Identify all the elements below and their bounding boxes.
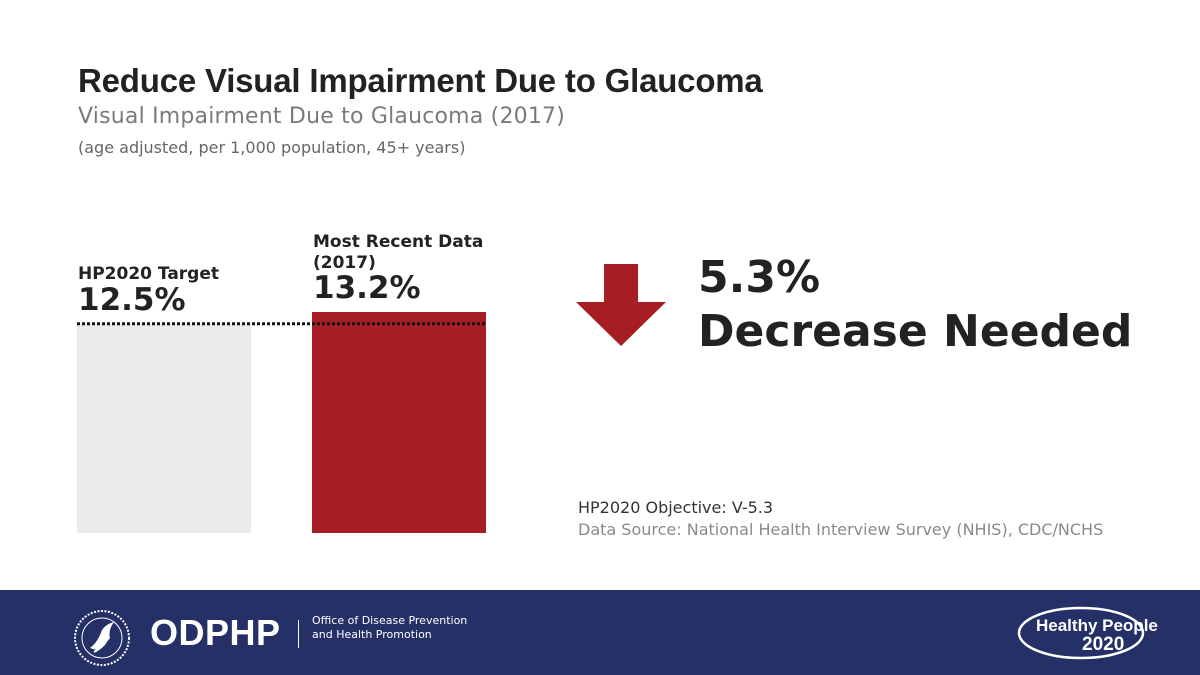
bar-value-target: 12.5% (78, 282, 186, 318)
footer-bar: ODPHP Office of Disease Prevention and H… (0, 590, 1200, 675)
down-arrow-icon (576, 264, 666, 346)
bar-value-recent: 13.2% (313, 270, 421, 306)
page-title: Reduce Visual Impairment Due to Glaucoma (78, 62, 763, 99)
data-source-text: Data Source: National Health Interview S… (578, 520, 1104, 539)
hhs-seal-icon (74, 610, 130, 666)
chart-note: (age adjusted, per 1,000 population, 45+… (78, 138, 466, 157)
objective-text: HP2020 Objective: V-5.3 (578, 498, 774, 517)
chart-subtitle: Visual Impairment Due to Glaucoma (2017) (78, 104, 566, 129)
bar-recent (312, 312, 486, 533)
healthy-people-logo-line2: 2020 (1082, 634, 1125, 655)
healthy-people-logo-line1: Healthy People (1036, 616, 1158, 635)
org-name: Office of Disease Prevention and Health … (312, 614, 468, 641)
bar-chart (77, 312, 486, 533)
bar-target (77, 323, 251, 533)
bar-label-target: HP2020 Target (78, 264, 220, 284)
decrease-needed-text: Decrease Needed (698, 306, 1133, 357)
logo-divider (298, 620, 299, 648)
decrease-percent: 5.3% (698, 252, 821, 303)
healthy-people-logo-icon (1017, 606, 1145, 660)
odphp-logo: ODPHP (150, 612, 281, 653)
bar-label-recent: Most Recent Data (2017) (313, 232, 484, 273)
